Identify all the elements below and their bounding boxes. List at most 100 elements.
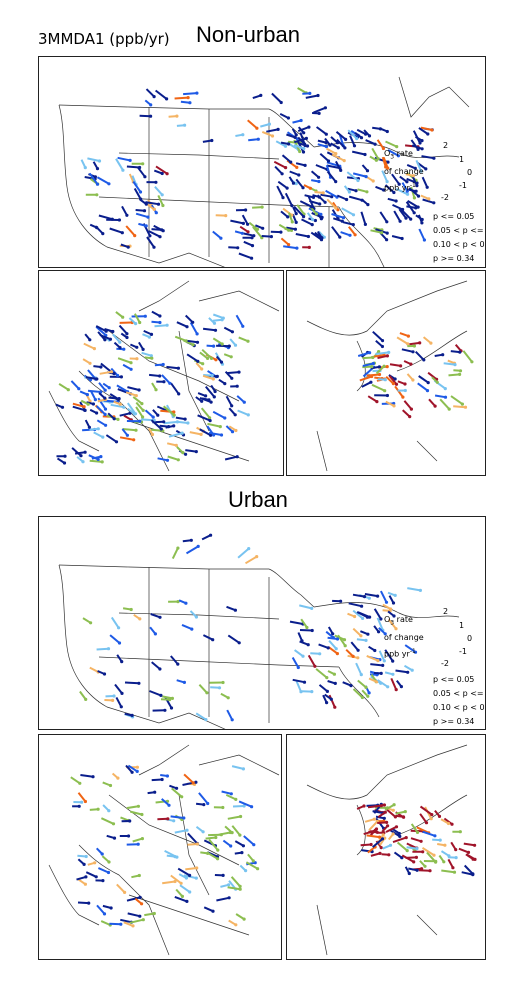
trend-arrow-head <box>143 175 147 179</box>
trend-arrow-head <box>394 382 399 386</box>
nonurban-eu-arrows <box>55 310 250 465</box>
trend-arrow <box>98 214 113 221</box>
trend-arrow-head <box>183 417 187 421</box>
trend-arrow-head <box>412 860 416 864</box>
trend-arrow-head <box>91 402 95 406</box>
trend-arrow-head <box>301 654 305 658</box>
trend-arrow <box>400 208 412 220</box>
trend-arrow <box>407 200 419 208</box>
trend-arrow-head <box>371 361 375 366</box>
trend-arrow-head <box>365 190 369 194</box>
trend-arrow <box>365 139 376 146</box>
trend-arrow-head <box>359 673 363 677</box>
trend-arrow-head <box>117 641 122 645</box>
trend-arrow-head <box>111 329 115 334</box>
trend-arrow-head <box>159 693 163 697</box>
trend-arrow-head <box>430 813 434 817</box>
trend-arrow-head <box>210 138 214 143</box>
trend-arrow-head <box>316 93 320 98</box>
trend-arrow-head <box>343 644 347 648</box>
trend-arrow <box>289 620 304 625</box>
trend-arrow <box>212 313 224 320</box>
trend-arrow-head <box>77 804 81 808</box>
trend-arrow-head <box>83 166 87 170</box>
trend-arrow-head <box>376 659 380 663</box>
trend-arrow-head <box>406 670 410 674</box>
trend-arrow-head <box>405 189 409 193</box>
trend-arrow-head <box>189 538 193 542</box>
trend-arrow-head <box>334 152 338 156</box>
trend-arrow-head <box>101 232 105 236</box>
trend-arrow-head <box>103 412 107 416</box>
trend-arrow <box>226 709 234 721</box>
trend-arrow-head <box>138 419 142 423</box>
trend-arrow <box>144 912 155 917</box>
trend-arrow-head <box>342 159 346 163</box>
trend-arrow <box>174 335 187 342</box>
trend-arrow-head <box>373 142 377 146</box>
trend-arrow-head <box>419 169 423 173</box>
trend-arrow <box>70 380 80 390</box>
trend-arrow <box>421 155 435 160</box>
trend-arrow <box>135 401 144 412</box>
trend-arrow-head <box>95 377 99 381</box>
trend-arrow <box>326 170 337 183</box>
trend-arrow <box>185 449 197 453</box>
trend-arrow-head <box>396 154 400 158</box>
trend-arrow-head <box>188 101 192 105</box>
trend-arrow-head <box>333 705 337 709</box>
trend-arrow-head <box>391 601 396 605</box>
trend-arrow <box>316 126 327 136</box>
trend-arrow-head <box>458 830 462 834</box>
trend-arrow <box>360 211 367 225</box>
trend-arrow <box>420 126 433 131</box>
trend-arrow-head <box>240 851 244 855</box>
trend-arrow-head <box>199 432 203 436</box>
trend-arrow <box>371 383 386 392</box>
trend-arrow-head <box>101 435 105 439</box>
trend-arrow-head <box>460 402 464 406</box>
trend-arrow-head <box>361 616 365 620</box>
trend-arrow-head <box>372 817 376 821</box>
trend-arrow-head <box>154 388 158 392</box>
trend-arrow <box>154 186 163 196</box>
trend-arrow <box>376 617 384 631</box>
trend-arrow-head <box>294 220 298 224</box>
trend-arrow-head <box>419 839 423 843</box>
trend-arrow <box>189 431 202 436</box>
trend-arrow-head <box>386 160 390 164</box>
trend-arrow-head <box>398 834 402 838</box>
trend-arrow-head <box>147 335 151 339</box>
trend-arrow-head <box>129 367 133 371</box>
trend-arrow <box>379 211 388 223</box>
trend-arrow-head <box>310 606 314 610</box>
trend-arrow-head <box>107 860 111 864</box>
trend-arrow <box>187 832 199 845</box>
trend-arrow-head <box>406 342 410 346</box>
nonurban-title: Non-urban <box>196 22 300 47</box>
trend-arrow-head <box>239 814 243 819</box>
trend-arrow-head <box>235 455 239 459</box>
trend-arrow <box>123 921 134 927</box>
trend-arrow <box>366 654 379 662</box>
trend-arrow-head <box>227 344 231 348</box>
trend-arrow-head <box>356 648 360 652</box>
trend-arrow-head <box>355 137 359 141</box>
trend-arrow <box>331 226 341 238</box>
trend-arrow-head <box>180 795 184 799</box>
trend-arrow-head <box>216 848 220 852</box>
trend-arrow-head <box>363 222 367 226</box>
trend-arrow-head <box>201 362 205 366</box>
trend-arrow-head <box>195 866 199 870</box>
trend-arrow-head <box>123 890 127 894</box>
trend-arrow-head <box>125 213 129 217</box>
trend-arrow-head <box>162 380 166 384</box>
trend-arrow-head <box>144 224 148 228</box>
trend-arrow-head <box>283 144 288 148</box>
trend-arrow-head <box>371 179 375 183</box>
trend-arrow <box>187 843 198 846</box>
trend-arrow-head <box>412 211 416 215</box>
trend-arrow-head <box>408 415 412 419</box>
trend-arrow-head <box>153 632 157 636</box>
trend-arrow-head <box>111 822 116 826</box>
